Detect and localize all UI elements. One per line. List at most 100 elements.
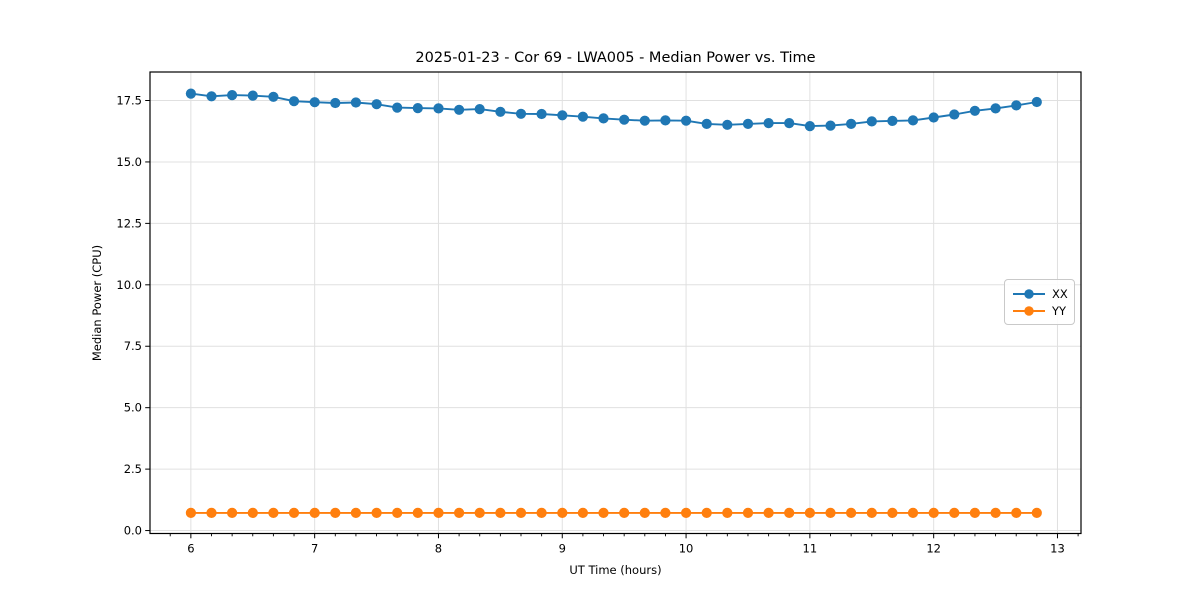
series-yy-marker (350, 507, 361, 518)
series-yy-marker (887, 507, 898, 518)
legend: XX YY (1004, 279, 1075, 325)
series-xx-marker (557, 110, 568, 121)
series-xx-marker (825, 120, 836, 131)
xx-line-sample-icon (1013, 288, 1045, 299)
y-tick-label: 15.0 (116, 155, 142, 169)
series-xx-marker (1031, 96, 1042, 108)
y-tick-label: 7.5 (124, 339, 142, 353)
series-xx-marker (701, 118, 712, 129)
series-yy-marker (557, 507, 568, 518)
series-yy-marker (742, 507, 754, 518)
series-xx-marker (247, 90, 258, 101)
y-tick-label: 2.5 (124, 462, 142, 476)
yy-line-sample-icon (1013, 305, 1045, 316)
x-tick-label: 6 (187, 542, 194, 556)
series-yy-marker (928, 507, 939, 518)
series-yy-marker (330, 507, 341, 518)
series-yy-marker (288, 507, 300, 518)
series-yy-marker (722, 507, 733, 518)
series-xx-marker (412, 103, 423, 114)
x-tick-label: 9 (559, 542, 566, 556)
x-tick-label: 8 (435, 542, 442, 556)
y-tick-label: 10.0 (116, 278, 142, 292)
series-yy-marker (1031, 507, 1042, 518)
series-xx-marker (681, 115, 692, 126)
series-xx-marker (433, 103, 444, 114)
series-yy-marker (866, 507, 877, 518)
x-tick-label: 11 (803, 542, 818, 556)
series-xx-marker (804, 121, 816, 132)
series-yy-marker (639, 507, 650, 518)
x-tick-label: 13 (1050, 542, 1065, 556)
series-xx-marker (887, 115, 898, 126)
series-xx-marker (350, 97, 361, 108)
series-yy-marker (412, 507, 423, 518)
series-xx-marker (577, 111, 589, 122)
series-xx-marker (949, 109, 960, 120)
series-yy-marker (990, 507, 1001, 518)
series-xx-marker (371, 99, 382, 110)
series-xx-marker (598, 113, 609, 124)
series-yy-marker (701, 507, 712, 518)
series-xx-marker (454, 104, 465, 115)
x-tick-label: 12 (926, 542, 941, 556)
legend-label-yy: YY (1052, 303, 1067, 318)
series-yy-marker (949, 507, 960, 518)
y-tick-label: 0.0 (124, 524, 142, 538)
chart-title: 2025-01-23 - Cor 69 - LWA005 - Median Po… (415, 50, 816, 66)
series-xx-marker (722, 119, 733, 130)
series-yy-marker (804, 507, 816, 518)
x-axis-label: UT Time (hours) (569, 563, 662, 577)
series-xx-marker (185, 88, 196, 99)
series-xx-marker (1011, 100, 1022, 111)
series-yy-marker (206, 507, 217, 518)
series-xx-marker (309, 97, 320, 108)
series-yy-marker (907, 507, 919, 518)
series-yy-marker (392, 507, 403, 518)
y-tick-label: 5.0 (124, 401, 142, 415)
legend-item-yy: YY (1012, 304, 1068, 318)
series-xx-marker (763, 118, 774, 129)
series-yy-marker (495, 507, 506, 518)
series-xx-marker (742, 118, 754, 129)
series-yy-marker (227, 507, 238, 518)
series-xx-marker (515, 108, 527, 119)
plot-border (149, 71, 1082, 535)
series-yy-marker (660, 507, 671, 518)
series-xx-marker (288, 96, 300, 107)
series-yy-marker (969, 507, 981, 518)
series-xx-marker (907, 115, 919, 126)
series-yy-marker (763, 507, 774, 518)
series-xx-marker (928, 112, 939, 123)
series-yy-marker (185, 507, 196, 518)
series-yy-marker (268, 507, 279, 518)
series-xx-marker (660, 115, 671, 126)
series-yy-marker (598, 507, 609, 518)
series-xx-marker (969, 105, 981, 116)
series-yy-marker (433, 507, 444, 518)
y-tick-label: 12.5 (116, 216, 142, 230)
series-xx-marker (639, 115, 650, 126)
series-xx-marker (392, 102, 403, 113)
series-xx-marker (495, 106, 506, 117)
series-yy-marker (454, 507, 465, 518)
series-xx-marker (206, 91, 217, 102)
y-tick-label: 17.5 (116, 94, 142, 108)
legend-item-xx: XX (1012, 287, 1068, 301)
series-yy-marker (577, 507, 589, 518)
series-yy-marker (681, 507, 692, 518)
x-tick-label: 10 (679, 542, 694, 556)
series-xx-marker (536, 108, 547, 120)
series-yy-marker (474, 507, 485, 518)
series-xx-marker (866, 116, 877, 127)
series-yy-marker (846, 507, 857, 518)
x-tick-label: 7 (311, 542, 318, 556)
series-xx-marker (330, 97, 341, 109)
series-yy-marker (309, 507, 320, 518)
series-xx-marker (846, 118, 857, 129)
legend-sample-marker (1024, 288, 1034, 299)
series-yy-marker (619, 507, 630, 518)
series-xx-marker (474, 104, 485, 115)
